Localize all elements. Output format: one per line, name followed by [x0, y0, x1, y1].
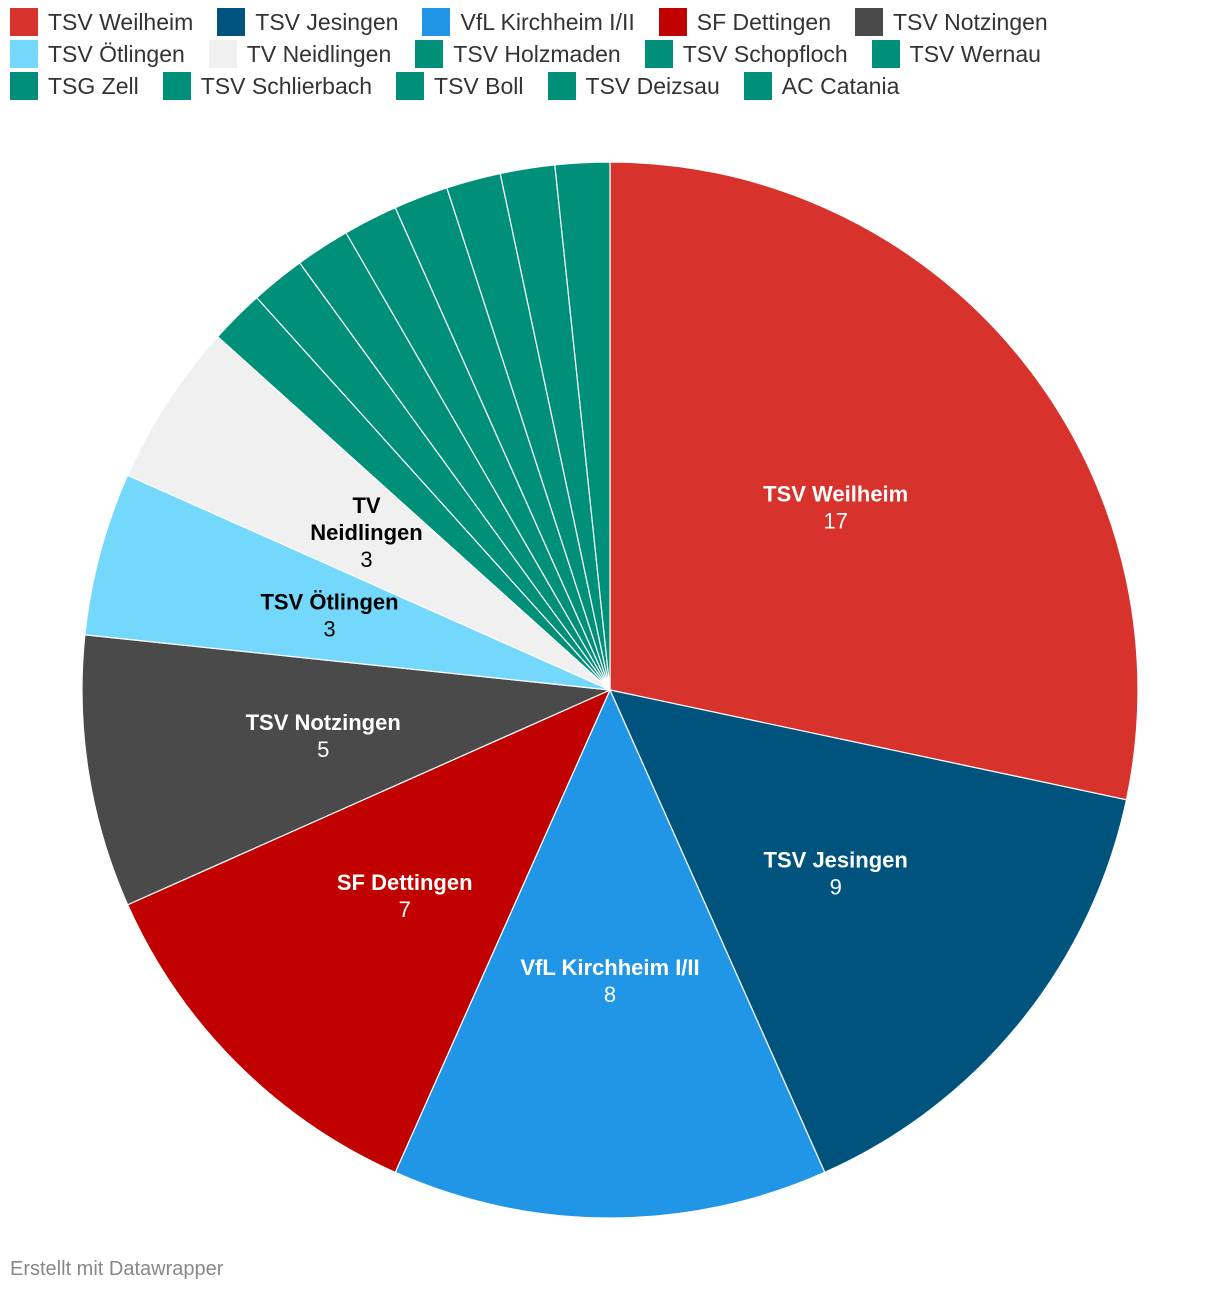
pie-chart: TSV Weilheim 17 TSV Jesingen 9 VfL Kirchheim… — [81, 161, 1139, 1219]
slice-label-name: TV — [352, 493, 380, 518]
slice-label-value: 8 — [604, 982, 616, 1007]
legend-label: TSV Deizsau — [585, 72, 720, 99]
legend-item-tv-neidlingen: TV Neidlingen — [208, 40, 392, 68]
pie-slice-ac-catania — [554, 161, 611, 691]
legend-label: TSV Notzingen — [893, 8, 1048, 35]
slice-label-name: Neidlingen — [310, 520, 422, 545]
footer-credit: Erstellt mit Datawrapper — [10, 1258, 224, 1280]
slice-label-name: TSV Notzingen — [246, 710, 401, 735]
slice-label-vfl-kirchheim-i-ii: VfL Kirchheim I/II 8 — [520, 955, 699, 1007]
slice-label-value: 9 — [830, 874, 842, 899]
legend-item-tsv-boll: TSV Boll — [396, 72, 524, 100]
legend-swatch — [422, 8, 451, 36]
slice-label-sf-dettingen: SF Dettingen 7 — [337, 870, 473, 922]
pie-slice-tsv-weilheim — [609, 161, 1139, 801]
legend-label: TSV Wernau — [909, 40, 1041, 67]
slice-label-tsv-notzingen: TSV Notzingen 5 — [246, 710, 401, 762]
slice-label-name: TSV Ötlingen — [260, 589, 398, 614]
legend-swatch — [743, 72, 772, 100]
legend-swatch — [658, 8, 687, 36]
slice-label-tsv-oetlingen: TSV Ötlingen 3 — [260, 589, 398, 641]
pie-slice-vfl-kirchheim-i-ii — [394, 688, 826, 1219]
legend-swatch — [644, 40, 673, 68]
pie-slice-tsv-jesingen — [608, 689, 1128, 1174]
legend-label: VfL Kirchheim I/II — [460, 8, 635, 35]
legend-label: AC Catania — [781, 72, 900, 99]
pie-slice-tv-neidlingen — [126, 335, 611, 691]
legend-swatch — [871, 40, 900, 68]
slice-label-tv-neidlingen: TV Neidlingen 3 — [310, 493, 422, 572]
slice-label-value: 3 — [360, 547, 372, 572]
legend-swatch — [217, 8, 246, 36]
pie-slice-tsv-notzingen — [81, 634, 613, 906]
pie-slice-sf-dettingen — [126, 688, 612, 1174]
legend-swatch — [547, 72, 576, 100]
legend-label: SF Dettingen — [696, 8, 831, 35]
legend-item-sf-dettingen: SF Dettingen — [658, 8, 831, 36]
legend-item-tsv-notzingen: TSV Notzingen — [855, 8, 1048, 36]
pie-slices — [81, 161, 1139, 1219]
legend-swatch — [10, 72, 38, 100]
slice-label-value: 17 — [823, 509, 847, 534]
legend-item-tsv-deizsau: TSV Deizsau — [547, 72, 720, 100]
legend-label: TSV Schopfloch — [682, 40, 848, 67]
chart-legend: TSV Weilheim TSV Jesingen VfL Kirchheim I/… — [10, 8, 1215, 100]
legend-label: TV Neidlingen — [246, 40, 392, 67]
legend-item-ac-catania: AC Catania — [743, 72, 900, 100]
legend-swatch — [162, 72, 191, 100]
legend-item-tsv-weilheim: TSV Weilheim — [10, 8, 193, 36]
slice-label-tsv-jesingen: TSV Jesingen 9 — [764, 847, 908, 899]
legend-label: TSV Jesingen — [255, 8, 399, 35]
slice-label-tsv-weilheim: TSV Weilheim 17 — [763, 482, 908, 534]
slice-label-name: TSV Weilheim — [763, 482, 908, 507]
legend-item-tsv-holzmaden: TSV Holzmaden — [415, 40, 621, 68]
pie-slice-tsv-oetlingen — [84, 474, 611, 691]
legend-label: TSV Weilheim — [48, 8, 194, 35]
legend-label: TSV Boll — [434, 72, 524, 99]
legend-item-tsv-wernau: TSV Wernau — [871, 40, 1041, 68]
slice-label-name: VfL Kirchheim I/II — [520, 955, 699, 980]
slice-label-name: SF Dettingen — [337, 870, 473, 895]
legend-swatch — [855, 8, 883, 36]
legend-swatch — [415, 40, 444, 68]
legend-item-tsv-jesingen: TSV Jesingen — [217, 8, 398, 36]
legend-label: TSG Zell — [48, 72, 139, 99]
legend-item-tsv-oetlingen: TSV Ötlingen — [10, 40, 185, 68]
legend-label: TSV Holzmaden — [453, 40, 621, 67]
slice-label-value: 7 — [399, 897, 411, 922]
legend-item-tsv-schlierbach: TSV Schlierbach — [162, 72, 373, 100]
legend-item-tsg-zell: TSG Zell — [10, 72, 139, 100]
legend-swatch — [396, 72, 425, 100]
slice-label-value: 3 — [323, 616, 335, 641]
legend-label: TSV Ötlingen — [48, 40, 185, 67]
legend-swatch — [10, 8, 38, 36]
legend-item-vfl-kirchheim-i-ii: VfL Kirchheim I/II — [422, 8, 635, 36]
legend-swatch — [208, 40, 237, 68]
legend-label: TSV Schlierbach — [200, 72, 373, 99]
legend-swatch — [10, 40, 38, 68]
legend-item-tsv-schopfloch: TSV Schopfloch — [644, 40, 848, 68]
slice-label-name: TSV Jesingen — [764, 847, 908, 872]
slice-label-value: 5 — [317, 737, 329, 762]
pie-labels: TSV Weilheim 17 TSV Jesingen 9 VfL Kirchheim… — [246, 482, 909, 1007]
